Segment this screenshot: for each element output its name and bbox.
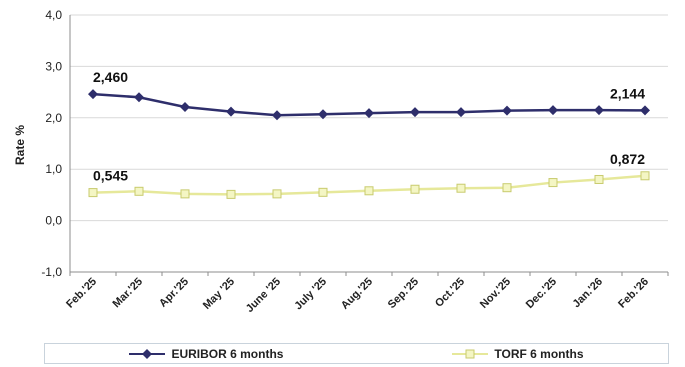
euribor-data-point [548, 105, 558, 116]
torf-data-point [134, 186, 144, 196]
x-tick-label: May '25 [201, 276, 237, 312]
y-tick-label: 1,0 [45, 162, 62, 176]
legend-item-euribor: EURIBOR 6 months [129, 347, 283, 361]
data-label: 0,872 [610, 151, 645, 167]
torf-data-point [364, 186, 374, 196]
x-tick-label: Apr.'25 [157, 276, 191, 310]
x-tick-label: June '25 [244, 276, 283, 315]
y-tick-label: 3,0 [45, 59, 62, 73]
x-tick-label: July '25 [292, 276, 329, 313]
x-tick-label: Feb.'26 [616, 276, 651, 311]
line-chart: 4,0 3,0 2,0 1,0 0,0 -1,0 Feb.'25 Mar.'25 Apr.'2… [13, 8, 669, 315]
torf-data-point [502, 183, 512, 193]
euribor-data-point [502, 105, 512, 116]
y-axis-label: Rate % [13, 125, 27, 165]
euribor-data-point [318, 109, 328, 120]
euribor-data-point [272, 110, 282, 121]
torf-data-point [180, 189, 190, 199]
y-tick-labels: 4,0 3,0 2,0 1,0 0,0 -1,0 [41, 8, 62, 279]
legend: EURIBOR 6 months TORF 6 months [44, 343, 669, 364]
euribor-data-point [594, 105, 604, 116]
x-tick-label: Feb.'25 [64, 276, 99, 311]
x-tick-label: Oct.'25 [433, 276, 467, 310]
data-label: 2,144 [610, 85, 645, 101]
x-tick-labels: Feb.'25 Mar.'25 Apr.'25 May '25 June '25 July… [64, 276, 651, 315]
torf-line-marker-icon [452, 349, 489, 358]
torf-data-point [548, 178, 558, 188]
grid-lines [70, 14, 668, 273]
x-tick-label: Jan.'26 [571, 276, 606, 311]
axes [69, 15, 669, 276]
legend-label-torf: TORF 6 months [494, 346, 584, 361]
euribor-data-point [180, 102, 190, 113]
x-tick-label: Aug.'25 [339, 276, 375, 312]
x-tick-label: Dec.'25 [524, 276, 559, 311]
euribor-data-point [410, 107, 420, 118]
torf-data-point [88, 188, 98, 198]
y-tick-label: 2,0 [45, 111, 62, 125]
euribor-line-marker-icon [129, 348, 166, 359]
euribor-data-point [88, 89, 98, 100]
data-labels: 2,460 2,144 0,545 0,872 [93, 69, 645, 183]
y-tick-label: 4,0 [45, 8, 62, 22]
x-tick-label: Sep.'25 [386, 276, 421, 311]
euribor-data-point [364, 108, 374, 119]
torf-data-point [594, 174, 604, 184]
legend-label-euribor: EURIBOR 6 months [171, 346, 284, 361]
euribor-data-point [640, 105, 650, 116]
torf-data-point [272, 189, 282, 199]
data-label: 0,545 [93, 168, 128, 184]
torf-data-point [226, 189, 236, 199]
x-tick-label: Mar.'25 [111, 276, 146, 311]
torf-data-point [318, 187, 328, 197]
x-tick-label: Nov.'25 [478, 276, 513, 311]
y-tick-label: -1,0 [41, 265, 62, 279]
euribor-data-point [456, 107, 466, 118]
series-lines [88, 89, 650, 199]
euribor-data-point [134, 92, 144, 103]
euribor-data-point [226, 106, 236, 117]
data-label: 2,460 [93, 69, 128, 85]
torf-data-point [456, 183, 466, 193]
legend-item-torf: TORF 6 months [452, 346, 584, 361]
y-tick-label: 0,0 [45, 214, 62, 228]
torf-data-point [410, 184, 420, 194]
torf-data-point [640, 171, 650, 181]
